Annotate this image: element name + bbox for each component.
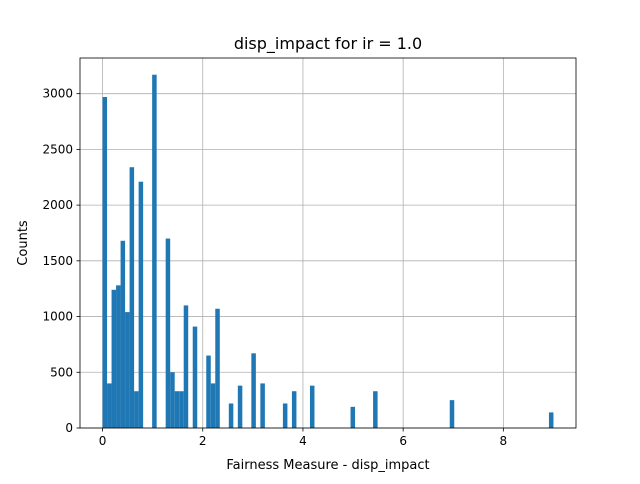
histogram-bar [120, 240, 126, 428]
histogram-bar [449, 400, 455, 428]
y-tick-label: 1500 [42, 254, 73, 268]
x-axis-label: Fairness Measure - disp_impact [226, 458, 429, 473]
histogram-bars [102, 74, 554, 429]
histogram-bar [165, 238, 171, 428]
x-tick-label: 4 [299, 434, 307, 448]
histogram-bar [111, 289, 117, 428]
y-tick-label: 3000 [42, 87, 73, 101]
histogram-bar [107, 383, 112, 428]
histogram-bar [125, 312, 130, 428]
histogram-bar [251, 353, 256, 428]
y-tick-label: 500 [50, 365, 73, 379]
histogram-bar [170, 372, 175, 428]
histogram-bar [152, 74, 157, 429]
histogram-bar [116, 285, 121, 428]
x-tick-label: 0 [99, 434, 107, 448]
histogram-bar [291, 391, 297, 428]
chart-title: disp_impact for ir = 1.0 [234, 34, 422, 54]
histogram-bar [179, 391, 184, 428]
axis-ticks: 0 2 4 6 8 0 500 1000 1500 2000 2500 3000 [42, 87, 507, 448]
histogram-bar [129, 167, 135, 429]
histogram-bar [134, 391, 139, 428]
histogram-bar [206, 355, 211, 428]
histogram-bar [373, 391, 378, 428]
histogram-bar [138, 181, 144, 428]
y-tick-label: 0 [65, 421, 73, 435]
x-tick-label: 8 [500, 434, 508, 448]
y-tick-label: 2000 [42, 198, 73, 212]
x-tick-label: 2 [199, 434, 207, 448]
histogram-bar [548, 412, 554, 428]
histogram-bar [282, 403, 288, 428]
histogram-bar [228, 403, 234, 428]
y-tick-label: 2500 [42, 142, 73, 156]
histogram-bar [192, 326, 198, 428]
y-axis-label: Counts [16, 220, 31, 266]
histogram-bar [237, 385, 243, 428]
plot-area [80, 58, 576, 428]
plot-frame [79, 57, 577, 429]
x-tick-label: 6 [399, 434, 407, 448]
histogram-bar [174, 391, 180, 428]
y-tick-label: 1000 [42, 310, 73, 324]
histogram-bar [260, 383, 265, 428]
histogram-bar [215, 308, 220, 428]
histogram-bar [309, 385, 315, 428]
histogram-bar [102, 97, 108, 428]
histogram-bar [210, 383, 216, 428]
histogram-bar [183, 305, 189, 428]
histogram-bar [350, 406, 356, 428]
